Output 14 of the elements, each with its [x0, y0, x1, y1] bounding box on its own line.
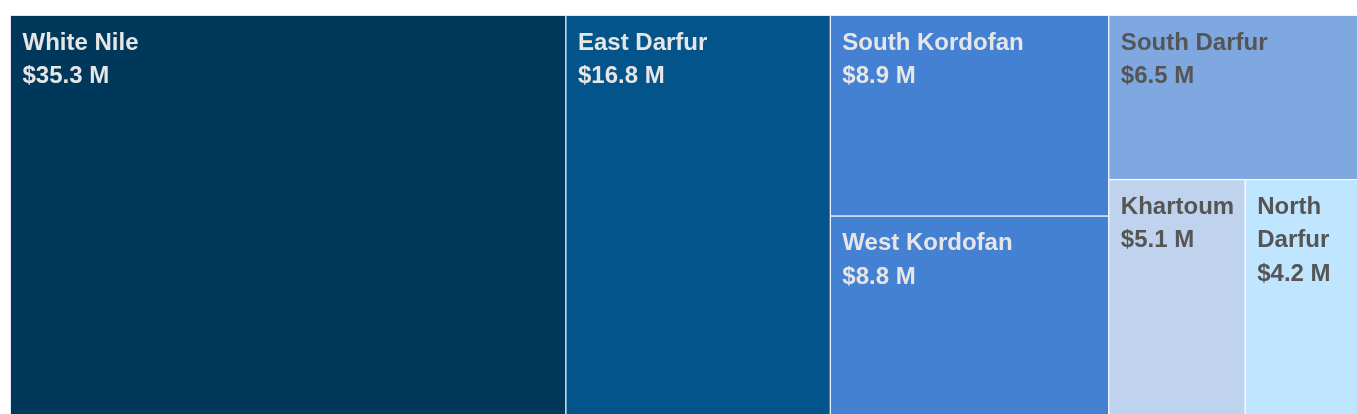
category-label: West Kordofan	[842, 228, 1013, 256]
data-label: $5.1 M	[1120, 225, 1195, 253]
data-label: $16.8 M	[577, 61, 665, 89]
category-label: Khartoum	[1120, 191, 1235, 219]
data-label: $6.5 M	[1120, 61, 1195, 89]
category-label: South Kordofan	[842, 27, 1024, 55]
data-label: $8.8 M	[842, 261, 916, 289]
data-label: $4.2 M	[1257, 258, 1331, 286]
data-label: $8.9 M	[842, 61, 916, 89]
data-label: $35.3 M	[22, 61, 110, 89]
category-label: East Darfur	[577, 27, 708, 55]
category-label: White Nile	[22, 27, 139, 55]
category-label: South Darfur	[1120, 27, 1268, 55]
category-label: North Darfur	[1257, 191, 1330, 253]
